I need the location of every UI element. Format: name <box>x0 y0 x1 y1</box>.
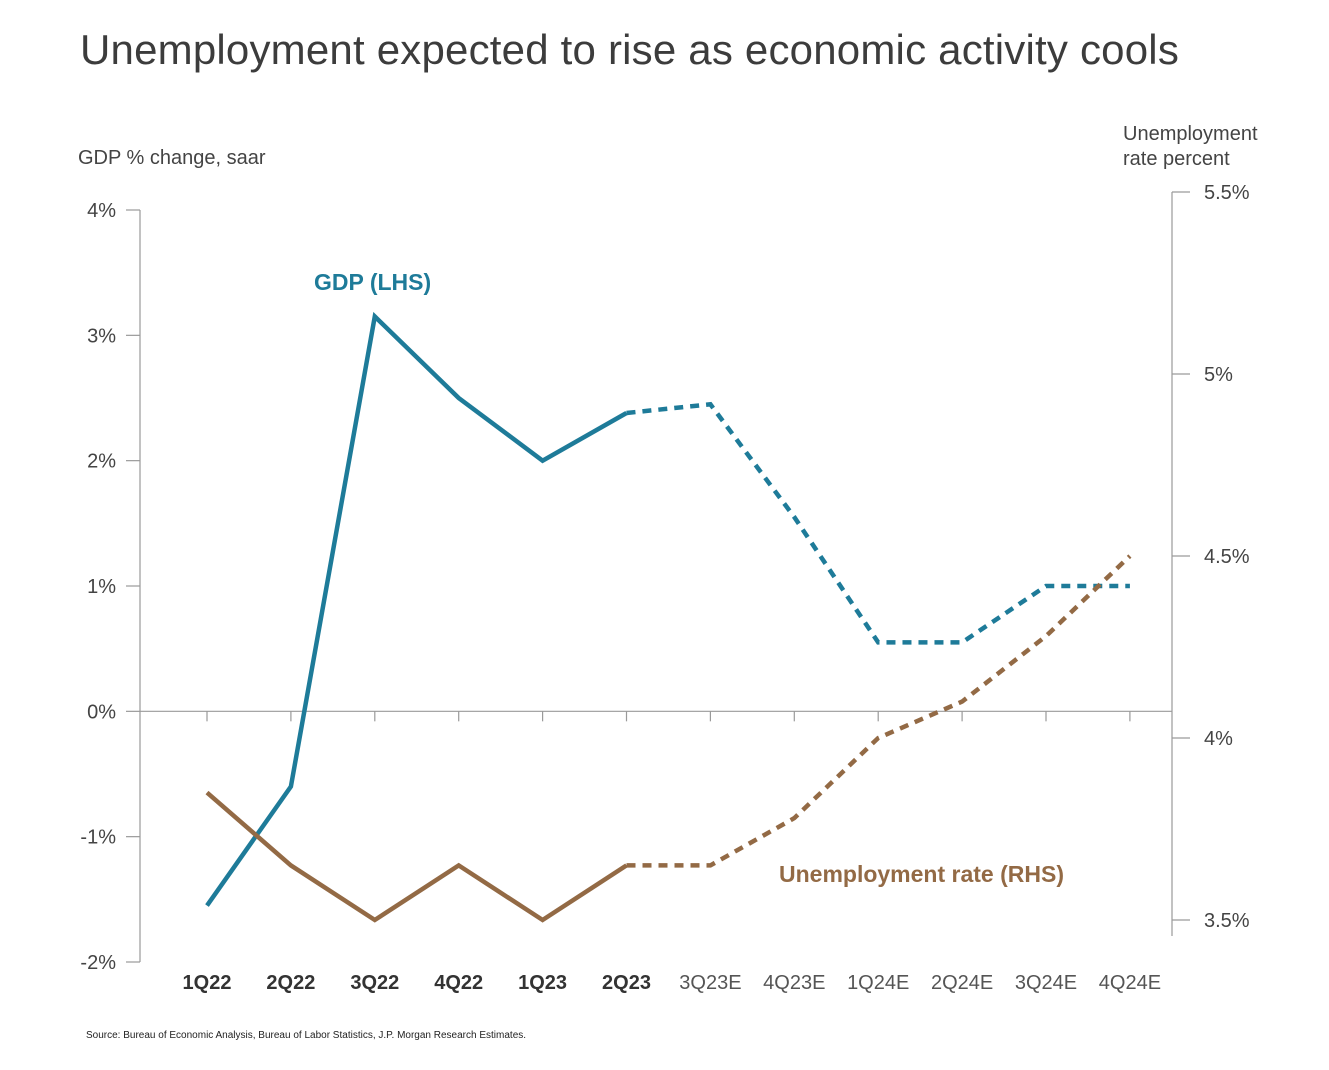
right-tick-label: 4.5% <box>1204 546 1250 568</box>
x-tick-label: 1Q22 <box>183 972 232 994</box>
right-tick-label: 3.5% <box>1204 910 1250 932</box>
x-tick-label: 2Q22 <box>266 972 315 994</box>
left-axis: GDP % change, saar 4% 3% 2% 1% 0% -1% -2% <box>78 147 266 974</box>
x-tick-label: 2Q24E <box>931 972 993 994</box>
right-axis: Unemployment rate percent 5.5% 5% 4.5% 4% 3.5% <box>1123 123 1258 936</box>
series-labels: GDP (LHS) Unemployment rate (RHS) <box>314 269 1064 887</box>
unemployment-line-actual <box>205 790 628 923</box>
right-tick-label: 5% <box>1204 364 1233 386</box>
right-tick-label: 4% <box>1204 728 1233 750</box>
left-tick-label: -1% <box>80 827 116 849</box>
x-tick-label: 4Q23E <box>763 972 825 994</box>
left-tick-label: -2% <box>80 952 116 974</box>
x-tick-label: 4Q22 <box>434 972 483 994</box>
right-axis-label: Unemployment <box>1123 123 1258 145</box>
source-note: Source: Bureau of Economic Analysis, Bur… <box>86 1030 527 1041</box>
x-tick-label: 1Q23 <box>518 972 567 994</box>
unemployment-line-estimate <box>626 554 1132 868</box>
right-axis-label: rate percent <box>1123 148 1230 170</box>
x-tick-label: 3Q22 <box>350 972 399 994</box>
x-tick-label: 2Q23 <box>602 972 651 994</box>
x-axis: 1Q22 2Q22 3Q22 4Q22 1Q23 2Q23 3Q23E 4Q23E 1Q24E 2… <box>140 710 1172 994</box>
left-tick-label: 4% <box>87 200 116 222</box>
gdp-series-label: GDP (LHS) <box>314 269 431 295</box>
x-tick-label: 3Q23E <box>679 972 741 994</box>
chart-title: Unemployment expected to rise as economi… <box>80 26 1180 73</box>
left-tick-label: 3% <box>87 325 116 347</box>
right-tick-label: 5.5% <box>1204 182 1250 204</box>
unemployment-series-label: Unemployment rate (RHS) <box>779 861 1064 887</box>
left-tick-label: 0% <box>87 701 116 723</box>
x-tick-label: 4Q24E <box>1099 972 1161 994</box>
x-tick-label: 1Q24E <box>847 972 909 994</box>
series-layer <box>205 311 1132 923</box>
left-tick-label: 2% <box>87 451 116 473</box>
gdp-line-actual <box>205 311 628 907</box>
gdp-line-estimate <box>626 401 1130 645</box>
x-tick-label: 3Q24E <box>1015 972 1077 994</box>
left-axis-label: GDP % change, saar <box>78 147 266 169</box>
left-tick-label: 1% <box>87 576 116 598</box>
